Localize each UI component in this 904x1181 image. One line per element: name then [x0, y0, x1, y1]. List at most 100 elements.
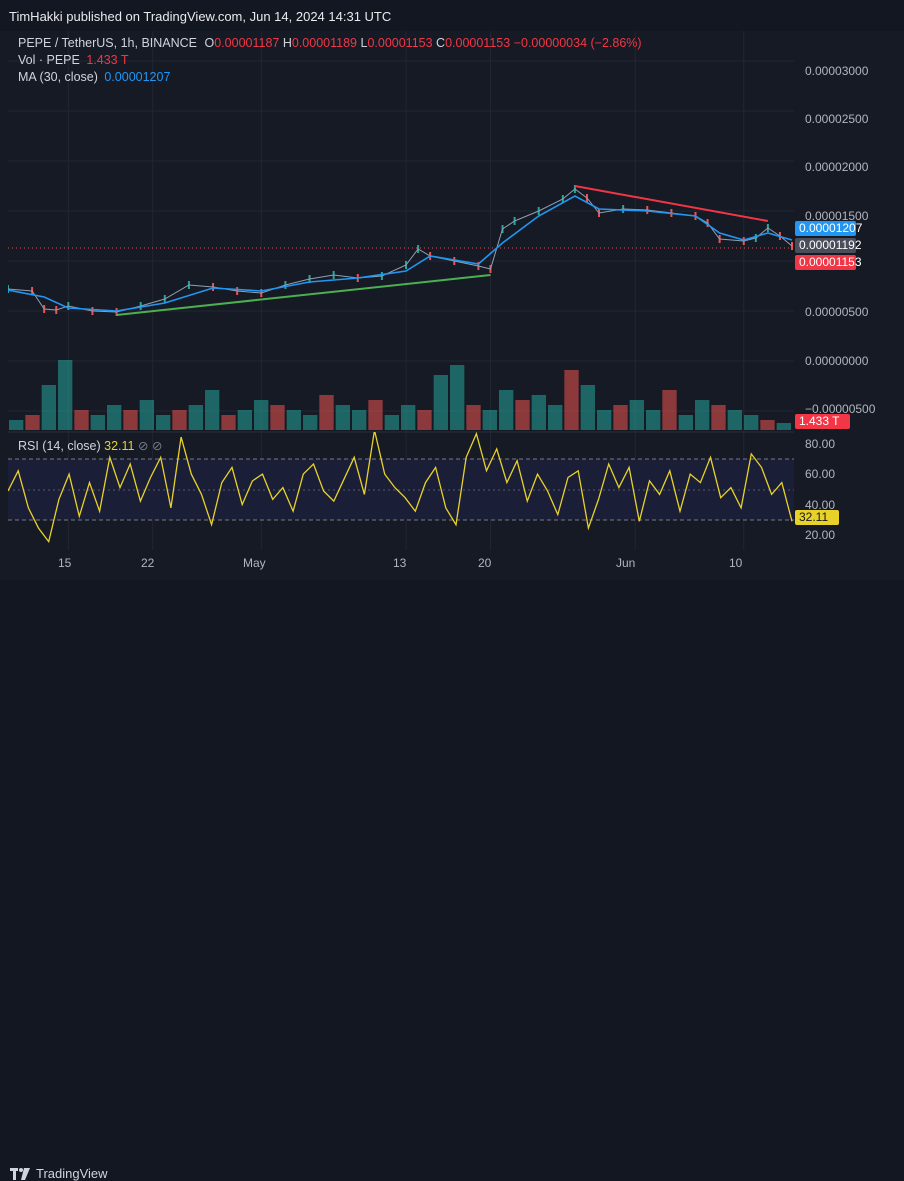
volume-bar	[41, 385, 56, 430]
rsi-tick: 60.00	[805, 467, 836, 481]
rsi-value: 32.11	[104, 439, 135, 453]
open-label: O	[204, 36, 215, 50]
volume-bar	[237, 410, 252, 430]
rsi-tick: 20.00	[805, 528, 836, 542]
volume-bar	[401, 405, 416, 430]
publisher-text: TimHakki published on TradingView.com, J…	[9, 9, 392, 24]
volume-bar	[352, 410, 367, 430]
volume-bar	[466, 405, 481, 430]
time-tick: 22	[141, 556, 155, 570]
brand-name: TradingView	[36, 1166, 108, 1181]
footer-bar: TradingView	[0, 580, 904, 1181]
support-trendline[interactable]	[116, 274, 491, 316]
volume-bar	[744, 415, 759, 430]
resistance-trendline[interactable]	[574, 185, 769, 222]
tradingview-logo-icon	[10, 1167, 30, 1180]
ma-price-tag: 0.00001207	[795, 221, 862, 236]
volume-bar	[156, 415, 171, 430]
volume-bar	[760, 420, 775, 430]
price-tick: 0.00002000	[805, 160, 869, 174]
volume-bar	[564, 370, 579, 430]
ohlc-legend: PEPE / TetherUS, 1h, BINANCE O0.00001187…	[18, 36, 642, 50]
horizontal-grid	[8, 60, 794, 412]
symbol-label[interactable]: PEPE / TetherUS, 1h, BINANCE	[18, 36, 198, 50]
volume-bar	[368, 400, 383, 430]
volume-bar	[188, 405, 203, 430]
settings-icon[interactable]: ⊘	[151, 439, 163, 453]
close-price-tag: 0.00001153	[795, 255, 862, 270]
ma-label[interactable]: MA (30, close)	[18, 70, 98, 84]
volume-bar	[58, 360, 73, 430]
volume-bar	[450, 365, 465, 430]
tradingview-logo[interactable]: TradingView	[10, 1166, 108, 1181]
rsi-line	[8, 432, 793, 544]
price-series-line	[8, 188, 793, 313]
volume-bar	[678, 415, 693, 430]
volume-bar	[662, 390, 677, 430]
volume-bar	[90, 415, 105, 430]
volume-bar	[515, 400, 530, 430]
volume-bar	[107, 405, 122, 430]
volume-bar	[597, 410, 612, 430]
low-label: L	[360, 36, 368, 50]
time-tick: 13	[393, 556, 407, 570]
volume-bar	[482, 410, 497, 430]
volume-bar	[629, 400, 644, 430]
volume-bar	[417, 410, 432, 430]
volume-bar	[205, 390, 220, 430]
volume-bar	[286, 410, 301, 430]
open-value: 0.00001187	[214, 36, 280, 50]
rsi-tag: 32.11	[795, 510, 839, 525]
header-bar: TimHakki published on TradingView.com, J…	[0, 0, 904, 31]
volume-value: 1.433 T	[86, 53, 129, 67]
low-value: 0.00001153	[367, 36, 433, 50]
volume-bar	[384, 415, 399, 430]
close-label: C	[436, 36, 446, 50]
ma-legend: MA (30, close) 0.00001207	[18, 70, 170, 84]
high-label: H	[282, 36, 292, 50]
price-tick: 0.00001500	[805, 209, 869, 223]
time-tick: 15	[58, 556, 72, 570]
change-value: −0.00000034 (−2.86%)	[513, 36, 642, 50]
ma-value: 0.00001207	[104, 70, 171, 84]
volume-bar	[254, 400, 269, 430]
volume-bar	[646, 410, 661, 430]
time-tick: May	[243, 556, 266, 570]
volume-tag: 1.433 T	[795, 414, 850, 429]
price-tick: −0.00000500	[805, 402, 876, 416]
volume-bar	[580, 385, 595, 430]
volume-bar	[499, 390, 514, 430]
rsi-label[interactable]: RSI (14, close)	[18, 439, 101, 453]
price-tick: 0.00003000	[805, 64, 869, 78]
last-price-tag: 0.00001192	[795, 238, 862, 253]
price-tick: 0.00000500	[805, 305, 869, 319]
chart-area[interactable]	[0, 31, 904, 580]
rsi-tick: 40.00	[805, 498, 836, 512]
chart-canvas	[8, 31, 794, 550]
rsi-legend: RSI (14, close) 32.11 ⊘ ⊘	[18, 438, 162, 453]
volume-bar	[776, 423, 791, 430]
volume-bar	[25, 415, 40, 430]
volume-bar	[221, 415, 236, 430]
time-tick: Jun	[616, 556, 636, 570]
volume-label[interactable]: Vol · PEPE	[18, 53, 80, 67]
volume-bar	[695, 400, 710, 430]
volume-bar	[319, 395, 334, 430]
volume-bar	[548, 405, 563, 430]
volume-bar	[139, 400, 154, 430]
volume-bar	[335, 405, 350, 430]
volume-bar	[270, 405, 285, 430]
volume-bar	[123, 410, 138, 430]
time-tick: 20	[478, 556, 492, 570]
price-tick: 0.00002500	[805, 112, 869, 126]
price-tick: 0.00000000	[805, 354, 869, 368]
close-value: 0.00001153	[445, 36, 511, 50]
volume-bar	[711, 405, 726, 430]
hide-icon[interactable]: ⊘	[138, 439, 149, 453]
volume-bar	[303, 415, 318, 430]
volume-bar	[531, 395, 546, 430]
volume-bar	[613, 405, 628, 430]
time-tick: 10	[729, 556, 743, 570]
volume-bar	[172, 410, 187, 430]
